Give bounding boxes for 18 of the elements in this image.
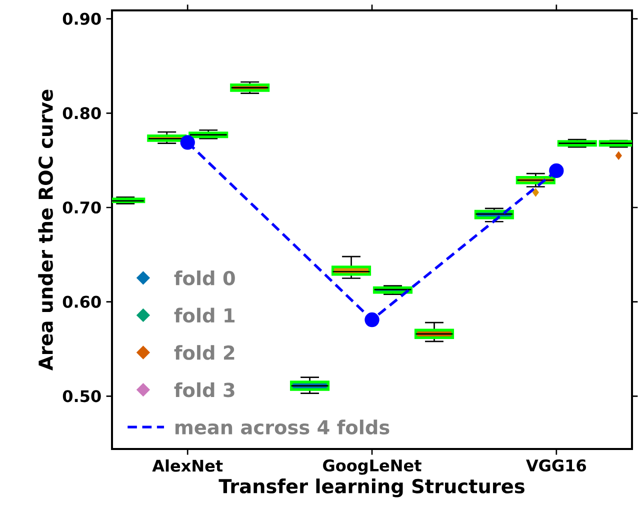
y-tick-label: 0.50: [62, 390, 101, 402]
y-tick-label: 0.90: [62, 12, 101, 25]
legend-label: fold 0: [174, 270, 235, 286]
legend-label: fold 3: [174, 382, 234, 398]
y-tick-label: 0.60: [62, 296, 101, 308]
legend-label: mean across 4 folds: [176, 420, 390, 434]
point: [364, 312, 380, 328]
y-axis-title: Area under the ROC curve: [38, 90, 53, 370]
legend-label: fold 2: [174, 345, 234, 360]
point: [549, 163, 564, 178]
x-axis-title: Transfer learning Structures: [218, 478, 524, 498]
legend-label: fold 1: [174, 308, 235, 323]
x-tick-label: VGG16: [526, 459, 586, 472]
point: [180, 135, 195, 150]
y-tick-label: 0.70: [62, 201, 101, 214]
x-tick-label: GoogLeNet: [323, 459, 422, 475]
x-tick-label: AlexNet: [152, 459, 223, 472]
y-tick-label: 0.80: [62, 107, 101, 120]
